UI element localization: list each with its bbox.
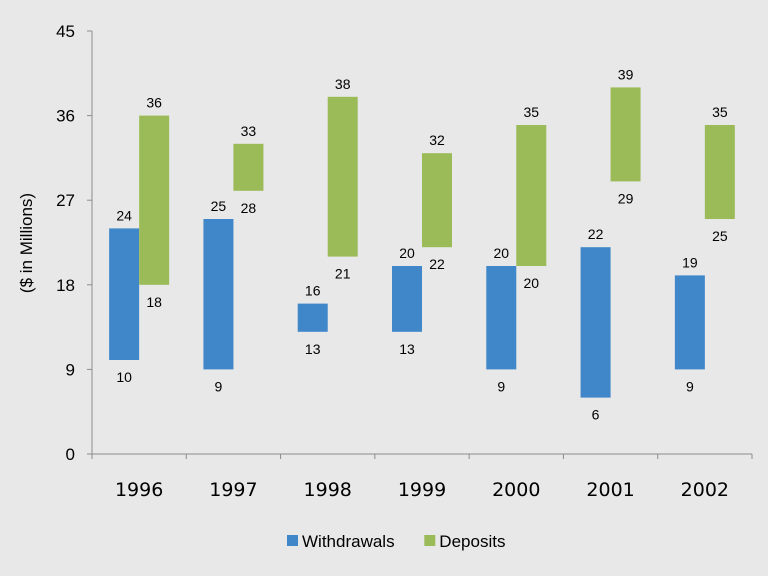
y-tick-label: 27 (56, 191, 75, 210)
legend-swatch (424, 535, 436, 546)
bar-withdrawals (392, 266, 422, 332)
data-label-low: 9 (497, 378, 505, 394)
data-label-low: 10 (116, 369, 132, 385)
data-label-low: 6 (592, 407, 600, 423)
data-label-low: 9 (215, 378, 223, 394)
data-label-low: 9 (686, 378, 694, 394)
data-label-high: 35 (712, 104, 728, 120)
bar-deposits (704, 125, 735, 219)
data-label-high: 24 (116, 207, 132, 223)
bar-deposits (422, 153, 452, 248)
data-label-high: 35 (523, 104, 539, 120)
y-axis-label: ($ in Millions) (17, 193, 36, 293)
legend-swatch (287, 535, 298, 546)
bar-deposits (516, 125, 547, 266)
y-tick-label: 18 (56, 276, 75, 295)
bar-withdrawals (109, 228, 140, 360)
x-tick-label: 1998 (304, 479, 352, 501)
data-label-high: 39 (618, 66, 634, 82)
x-tick-label: 2000 (492, 479, 540, 501)
data-label-high: 19 (682, 254, 698, 270)
x-tick-label: 1999 (398, 479, 446, 501)
legend-label: Deposits (439, 532, 505, 551)
data-label-high: 38 (335, 76, 351, 92)
bar-deposits (327, 96, 358, 257)
bar-withdrawals (486, 266, 517, 370)
x-tick-label: 2002 (681, 479, 729, 501)
x-tick-label: 2001 (586, 479, 634, 501)
data-label-high: 16 (305, 283, 321, 299)
bar-withdrawals (580, 247, 611, 398)
y-tick-label: 9 (66, 360, 75, 379)
y-tick-label: 36 (56, 107, 75, 126)
x-tick-label: 1996 (115, 479, 163, 501)
data-label-high: 36 (146, 95, 162, 111)
data-label-high: 32 (429, 132, 445, 148)
bar-withdrawals (203, 219, 234, 370)
legend-label: Withdrawals (302, 532, 395, 551)
x-tick-label: 1997 (209, 479, 257, 501)
data-label-low: 28 (241, 200, 257, 216)
data-label-low: 13 (399, 341, 415, 357)
bar-deposits (139, 115, 170, 285)
data-label-high: 20 (399, 245, 415, 261)
data-label-low: 29 (618, 190, 634, 206)
bar-deposits (233, 143, 264, 191)
data-label-low: 21 (335, 266, 351, 282)
bar-withdrawals (297, 303, 328, 332)
y-tick-label: 0 (66, 445, 75, 464)
data-label-low: 13 (305, 341, 321, 357)
y-tick-label: 45 (56, 22, 75, 41)
data-label-low: 25 (712, 228, 728, 244)
data-label-high: 20 (493, 245, 509, 261)
bar-withdrawals (674, 275, 705, 370)
data-label-low: 22 (429, 256, 445, 272)
bar-deposits (610, 87, 641, 182)
data-label-high: 33 (241, 123, 257, 139)
data-label-high: 22 (588, 226, 604, 242)
data-label-low: 20 (523, 275, 539, 291)
data-label-high: 25 (211, 198, 227, 214)
data-label-low: 18 (146, 294, 162, 310)
